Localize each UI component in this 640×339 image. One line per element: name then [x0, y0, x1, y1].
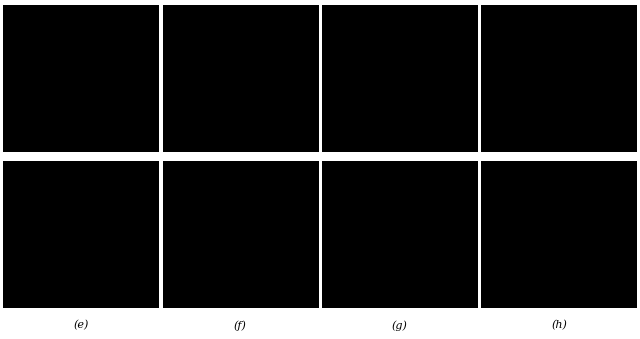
Text: (f): (f) [234, 320, 247, 331]
Text: (e): (e) [73, 320, 88, 331]
Text: (d): (d) [551, 164, 567, 175]
Text: (c): (c) [392, 164, 407, 175]
Text: (h): (h) [551, 320, 567, 331]
Text: (g): (g) [392, 320, 408, 331]
Text: (a): (a) [73, 164, 88, 175]
Text: (b): (b) [232, 164, 248, 175]
